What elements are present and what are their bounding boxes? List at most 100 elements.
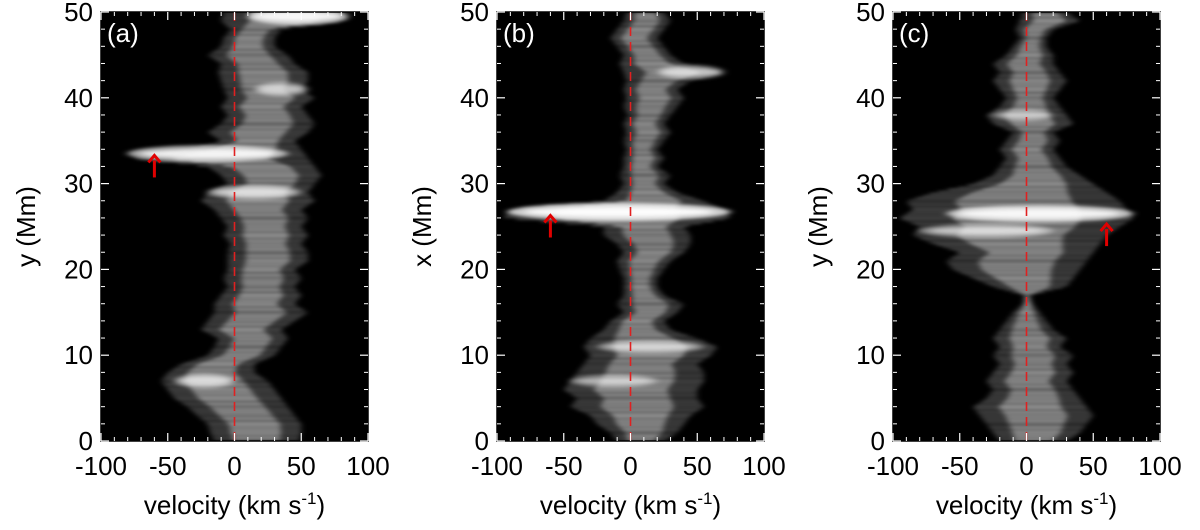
emission-core bbox=[1023, 292, 1032, 296]
emission-core bbox=[1025, 37, 1041, 41]
emission-core bbox=[226, 348, 264, 352]
emission-core bbox=[230, 57, 273, 60]
emission-core bbox=[199, 398, 259, 401]
emission-core bbox=[1011, 331, 1045, 335]
emission-core bbox=[1013, 104, 1046, 107]
emission-core bbox=[634, 59, 666, 62]
y-tick-label: 50 bbox=[64, 0, 93, 27]
emission-core bbox=[629, 260, 658, 264]
emission-core bbox=[1007, 419, 1066, 423]
emission-core bbox=[245, 183, 294, 187]
emission-core bbox=[1015, 320, 1038, 324]
emission-core bbox=[636, 110, 663, 114]
emission-core bbox=[242, 232, 289, 236]
emission-core bbox=[986, 271, 1052, 275]
y-axis-label: x (Mm) bbox=[407, 186, 437, 267]
y-tick-label: 10 bbox=[856, 340, 885, 370]
emission-core bbox=[638, 65, 682, 69]
bright-feature-core bbox=[255, 12, 341, 21]
emission-core bbox=[241, 273, 283, 277]
emission-core bbox=[1010, 121, 1055, 125]
emission-core bbox=[635, 117, 659, 120]
emission-core bbox=[1013, 57, 1042, 60]
emission-core bbox=[972, 243, 1063, 247]
emission-core bbox=[243, 230, 288, 234]
emission-core bbox=[241, 108, 286, 112]
emission-core bbox=[1013, 365, 1053, 369]
emission-core bbox=[190, 387, 250, 391]
emission-core bbox=[629, 239, 673, 243]
y-axis-label: y (Mm) bbox=[803, 186, 833, 267]
emission-core bbox=[232, 436, 281, 440]
y-tick-label: 40 bbox=[460, 83, 489, 113]
emission-core bbox=[223, 353, 261, 356]
emission-core bbox=[629, 262, 657, 266]
emission-core bbox=[244, 99, 291, 103]
emission-core bbox=[1007, 63, 1041, 67]
emission-core bbox=[1017, 155, 1048, 159]
emission-core bbox=[636, 250, 671, 253]
y-tick-label: 20 bbox=[856, 254, 885, 284]
emission-core bbox=[241, 280, 283, 283]
emission-core bbox=[238, 295, 283, 298]
emission-core bbox=[1007, 61, 1041, 65]
emission-core bbox=[600, 404, 674, 408]
emission-core bbox=[631, 187, 661, 191]
emission-core bbox=[623, 33, 650, 37]
emission-core bbox=[240, 106, 285, 110]
emission-core bbox=[1016, 97, 1044, 101]
emission-core bbox=[217, 413, 272, 416]
x-axis-label: velocity (km s-1) bbox=[936, 489, 1117, 520]
emission-core bbox=[977, 245, 1063, 249]
emission-core bbox=[633, 52, 660, 56]
emission-core bbox=[629, 265, 656, 268]
emission-core bbox=[627, 237, 673, 240]
emission-core bbox=[595, 389, 668, 393]
emission-core bbox=[631, 177, 658, 180]
emission-core bbox=[243, 235, 289, 238]
emission-core bbox=[1005, 380, 1050, 384]
emission-core bbox=[629, 194, 671, 198]
emission-core bbox=[230, 428, 281, 431]
emission-core bbox=[1013, 325, 1040, 328]
emission-core bbox=[241, 217, 288, 221]
emission-core bbox=[629, 267, 655, 270]
x-axis-label-text: velocity (km s bbox=[540, 490, 697, 520]
emission-core bbox=[633, 142, 654, 146]
emission-core bbox=[1011, 353, 1055, 356]
emission-core bbox=[225, 419, 278, 423]
bright-feature-core bbox=[662, 68, 719, 76]
emission-core bbox=[634, 61, 669, 65]
emission-core bbox=[632, 295, 657, 298]
emission-core bbox=[613, 415, 668, 419]
emission-core bbox=[240, 123, 293, 127]
emission-core bbox=[637, 84, 670, 88]
emission-core bbox=[243, 110, 288, 114]
x-tick-label: 0 bbox=[623, 451, 637, 481]
emission-core bbox=[222, 325, 268, 328]
emission-core bbox=[617, 353, 685, 356]
emission-core bbox=[1006, 383, 1052, 386]
emission-core bbox=[614, 417, 667, 421]
emission-core bbox=[233, 338, 272, 341]
emission-core bbox=[628, 46, 655, 50]
emission-core bbox=[1012, 147, 1043, 150]
emission-core bbox=[614, 357, 680, 361]
emission-core bbox=[1025, 27, 1048, 30]
emission-core bbox=[225, 350, 263, 354]
emission-core bbox=[1015, 93, 1045, 97]
emission-core bbox=[632, 179, 657, 183]
emission-core bbox=[633, 138, 656, 142]
emission-core bbox=[228, 346, 266, 350]
emission-core bbox=[187, 372, 237, 376]
emission-core bbox=[240, 80, 288, 84]
x-axis-label-text: velocity (km s bbox=[936, 490, 1093, 520]
emission-core bbox=[220, 327, 265, 331]
emission-core bbox=[227, 421, 280, 425]
emission-core bbox=[603, 398, 671, 401]
emission-core bbox=[1014, 144, 1044, 148]
emission-core bbox=[610, 361, 674, 365]
emission-core bbox=[631, 50, 658, 54]
emission-core bbox=[219, 355, 257, 358]
panel-1: -100 -50 0 50 100 0 10 20 30 40 50 (a) y (Mm) velocit… bbox=[11, 0, 390, 520]
